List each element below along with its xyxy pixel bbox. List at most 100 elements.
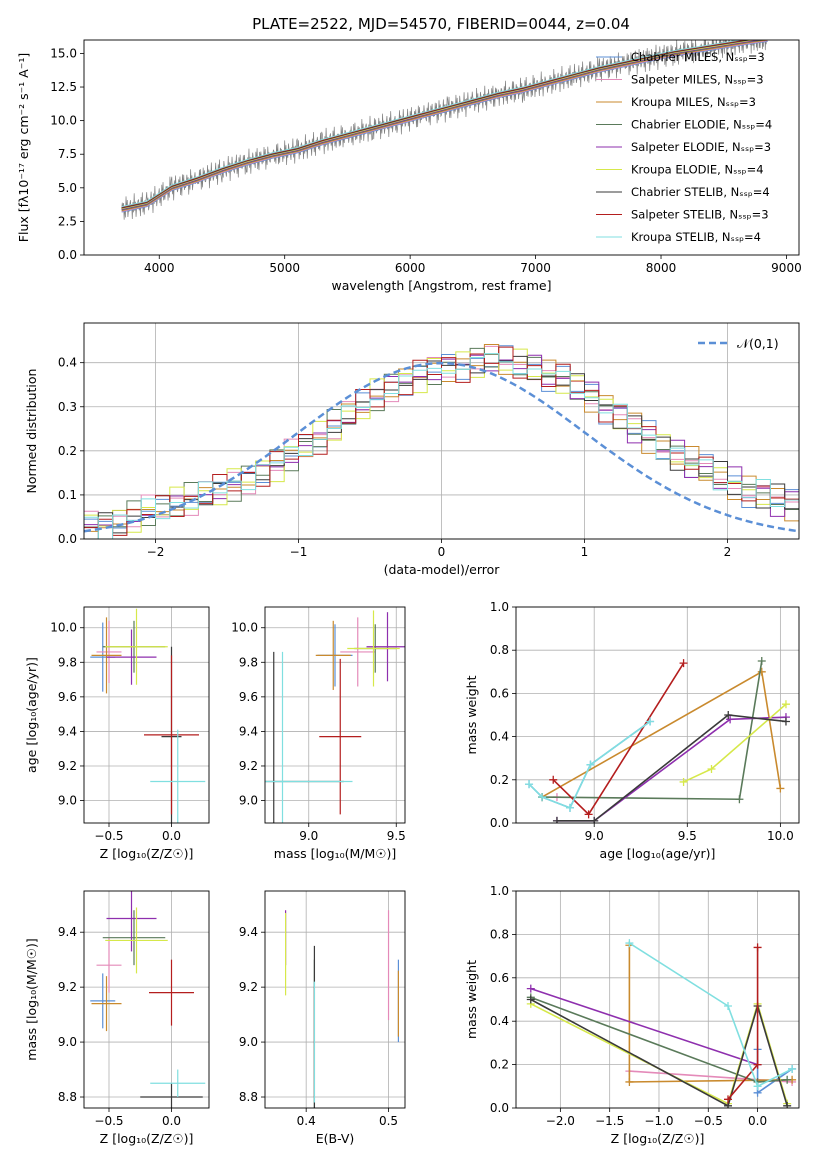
- legend-entry: Salpeter ELODIE, Nₛₛₚ=3: [631, 140, 771, 154]
- mass-weight-point: [625, 939, 634, 948]
- x-axis-label: mass [log₁₀(M/M☉)]: [274, 846, 396, 861]
- x-tick-label: 7000: [520, 261, 551, 275]
- axes-frame: [83, 890, 210, 1109]
- y-tick-label: 0.8: [490, 643, 509, 657]
- legend-entry: Kroupa MILES, Nₛₛₚ=3: [631, 95, 756, 109]
- mass-weight-point: [549, 775, 558, 784]
- mass-weight-point: [526, 984, 535, 993]
- mass-weight-point: [757, 657, 766, 665]
- y-tick-label: 10.0: [50, 621, 77, 635]
- residual-histogram: [84, 353, 799, 539]
- mass-weight-vs-age-panel: 9.0 9.5 10.0 0.0 0.2 0.4 0.6 0.8 1.0 age [log₁₀(a…: [464, 600, 800, 861]
- observed-spectrum-line: [121, 40, 767, 220]
- y-tick-label: 15.0: [50, 46, 77, 60]
- model-spectrum-line: [121, 40, 762, 210]
- mass-vs-Z-panel: −0.5 0.0 8.8 9.0 9.2 9.4 Z [log₁₀(Z/Z☉)] mass […: [24, 890, 210, 1146]
- y-tick-label: 9.0: [239, 1035, 258, 1049]
- mass-weight-point: [565, 803, 574, 812]
- y-tick-label: 9.2: [58, 759, 77, 773]
- y-tick-label: 9.8: [239, 655, 258, 669]
- legend-entry: Chabrier STELIB, Nₛₛₚ=4: [631, 185, 770, 199]
- mass-weight-point: [586, 760, 595, 769]
- mass-weight-point: [552, 816, 561, 823]
- mass-weight-vs-Z-panel: −2.0 −1.5 −1.0 −0.5 0.0 0.0 0.2 0.4 0.6 0.8 1.0 Z […: [464, 884, 800, 1146]
- x-axis-label: wavelength [Angstrom, rest frame]: [331, 278, 551, 293]
- y-tick-label: 9.2: [58, 980, 77, 994]
- x-tick-label: −1: [290, 545, 308, 559]
- mass-vs-EBV-panel: 0.4 0.5 8.8 9.0 9.2 9.4 E(B-V): [239, 890, 406, 1146]
- y-tick-label: 9.0: [239, 794, 258, 808]
- mass-weight-point: [776, 784, 785, 793]
- mass-weight-point: [707, 765, 716, 773]
- residuals-plot-area: [84, 344, 799, 539]
- mass-weight-point: [753, 1082, 762, 1091]
- y-tick-label: 8.8: [239, 1090, 258, 1104]
- y-tick-label: 0.8: [490, 927, 509, 941]
- mass-weight-point: [753, 1060, 762, 1069]
- mass-weight-point: [526, 995, 535, 1004]
- x-axis-label: Z [log₁₀(Z/Z☉)]: [100, 1131, 194, 1146]
- mass-weight-point: [538, 793, 547, 802]
- residuals-panel: −2 −1 0 1 2 0.0 0.1 0.2 0.3 0.4 𝒩(0,1) (data-model)…: [24, 322, 800, 577]
- spectrum-plot-area: [121, 40, 768, 220]
- axes-frame: [83, 39, 800, 256]
- x-tick-label: 9.5: [678, 829, 697, 843]
- x-axis-label: age [log₁₀(age/yr)]: [600, 846, 716, 861]
- normal-reference-curve: [84, 361, 799, 533]
- x-tick-label: −1.5: [595, 1114, 624, 1128]
- y-tick-label: 0.1: [58, 488, 77, 502]
- mass-weight-point: [783, 1101, 792, 1108]
- x-axis-label: E(B-V): [316, 1131, 355, 1146]
- x-tick-label: 9000: [771, 261, 802, 275]
- model-spectrum-line: [121, 40, 768, 212]
- x-tick-label: 4000: [144, 261, 175, 275]
- mass-weight-point: [679, 659, 688, 668]
- y-axis-label: mass weight: [464, 960, 479, 1039]
- y-tick-label: 9.4: [58, 925, 77, 939]
- age-vs-Z-plot-area: [90, 608, 206, 823]
- y-tick-label: 5.0: [58, 181, 77, 195]
- x-tick-label: 0.5: [379, 1114, 398, 1128]
- y-tick-label: 9.8: [58, 655, 77, 669]
- y-tick-label: 9.6: [58, 690, 77, 704]
- legend-entry: 𝒩(0,1): [737, 336, 779, 351]
- legend-entry: Chabrier ELODIE, Nₛₛₚ=4: [631, 118, 772, 132]
- y-axis-label: age [log₁₀(age/yr)]: [24, 657, 39, 773]
- y-tick-label: 7.5: [58, 147, 77, 161]
- x-tick-label: 10.0: [767, 829, 794, 843]
- x-tick-label: −0.5: [94, 1114, 123, 1128]
- x-tick-label: 9.5: [387, 829, 406, 843]
- x-tick-label: 6000: [395, 261, 426, 275]
- residual-histogram: [84, 346, 799, 536]
- y-tick-label: 9.4: [239, 925, 258, 939]
- x-tick-label: −2.0: [546, 1114, 575, 1128]
- y-tick-label: 0.6: [490, 971, 509, 985]
- y-tick-label: 1.0: [490, 884, 509, 898]
- y-tick-label: 9.6: [239, 690, 258, 704]
- mass-weight-line: [530, 987, 758, 1066]
- mass-weight-point: [590, 816, 599, 823]
- y-tick-label: 8.8: [58, 1090, 77, 1104]
- model-spectrum-line: [121, 40, 753, 209]
- mass-weight-point: [679, 777, 688, 786]
- y-tick-label: 9.4: [58, 724, 77, 738]
- y-tick-label: 0.2: [490, 1058, 509, 1072]
- x-tick-label: 0.0: [162, 829, 181, 843]
- mass-weight-line: [556, 714, 787, 822]
- y-tick-label: 0.0: [58, 532, 77, 546]
- axes-frame: [83, 322, 800, 540]
- x-tick-label: 9.0: [299, 829, 318, 843]
- x-tick-label: −1.0: [644, 1114, 673, 1128]
- x-tick-label: 9.0: [585, 829, 604, 843]
- y-tick-label: 12.5: [50, 80, 77, 94]
- mass-weight-line: [628, 942, 793, 1088]
- legend-entry: Salpeter MILES, Nₛₛₚ=3: [631, 73, 764, 87]
- y-tick-label: 9.0: [58, 1035, 77, 1049]
- mass-weight-point: [781, 717, 790, 726]
- y-tick-label: 10.0: [231, 621, 258, 635]
- y-tick-label: 0.0: [58, 248, 77, 262]
- mass-weight-point: [781, 700, 790, 709]
- x-axis-label: Z [log₁₀(Z/Z☉)]: [100, 846, 194, 861]
- mass-weight-point: [753, 943, 762, 952]
